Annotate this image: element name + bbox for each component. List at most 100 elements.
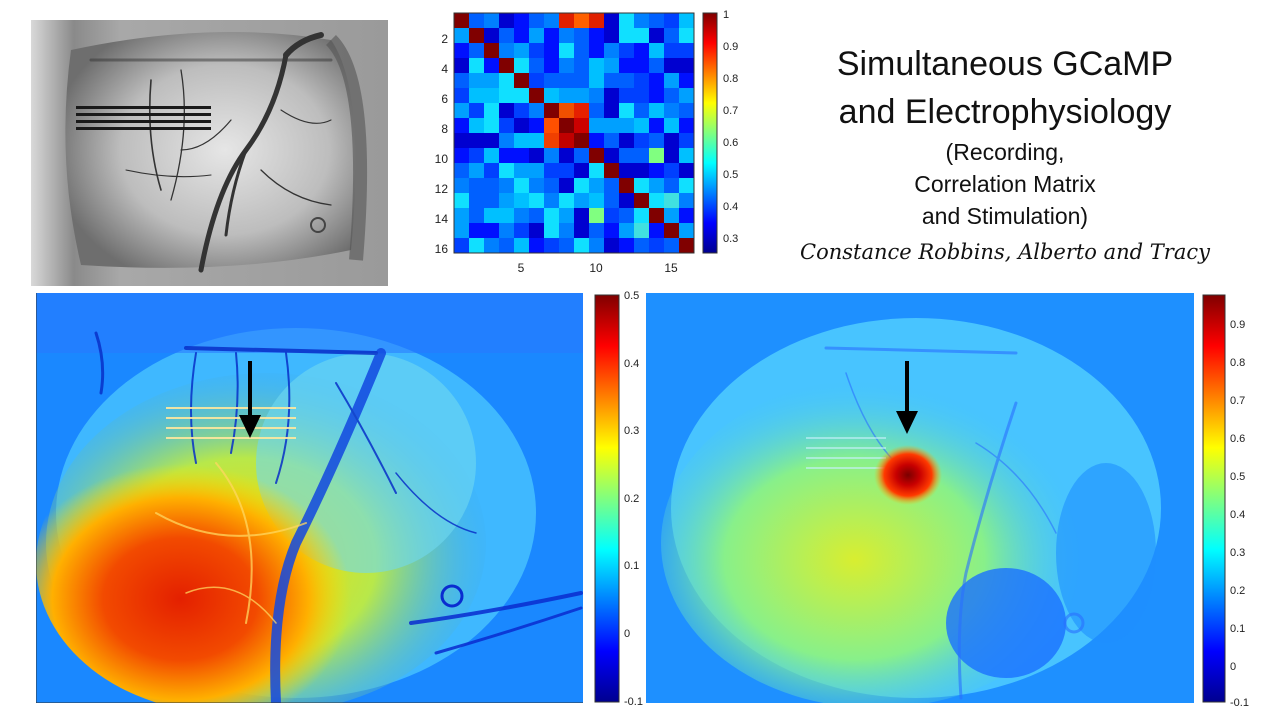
matrix-cell (544, 103, 559, 118)
matrix-cell (559, 103, 574, 118)
matrix-cell (619, 103, 634, 118)
colorbar-tick-label: 0.7 (723, 105, 738, 117)
matrix-cell (469, 88, 484, 103)
matrix-cell (529, 193, 544, 208)
matrix-cell (484, 223, 499, 238)
matrix-cell (574, 178, 589, 193)
x-tick-label: 10 (589, 261, 603, 275)
matrix-cell (649, 103, 664, 118)
title-line-2: and Electrophysiology (838, 93, 1172, 131)
matrix-cell (469, 118, 484, 133)
matrix-cell (469, 208, 484, 223)
matrix-cell (499, 178, 514, 193)
matrix-cell (544, 208, 559, 223)
matrix-cell (649, 88, 664, 103)
matrix-cell (454, 43, 469, 58)
matrix-cell (679, 178, 694, 193)
matrix-cell (589, 238, 604, 253)
matrix-cell (559, 118, 574, 133)
matrix-cell (679, 208, 694, 223)
matrix-cell (514, 163, 529, 178)
matrix-cell (649, 133, 664, 148)
matrix-cell (619, 178, 634, 193)
recording-map-image (36, 293, 583, 703)
matrix-cell (544, 163, 559, 178)
matrix-cell (499, 238, 514, 253)
matrix-cell (649, 118, 664, 133)
stimulation-map-image (646, 293, 1194, 703)
matrix-cell (469, 223, 484, 238)
matrix-cell (484, 43, 499, 58)
matrix-cell (664, 223, 679, 238)
matrix-cell (604, 133, 619, 148)
matrix-cell (664, 43, 679, 58)
matrix-cell (454, 163, 469, 178)
matrix-cell (634, 163, 649, 178)
matrix-cell (499, 118, 514, 133)
matrix-cell (574, 208, 589, 223)
matrix-cell (544, 238, 559, 253)
matrix-cell (589, 163, 604, 178)
matrix-cell (664, 148, 679, 163)
matrix-cell (454, 133, 469, 148)
matrix-cell (484, 58, 499, 73)
matrix-cell (604, 58, 619, 73)
subtitle-line-3: and Stimulation) (921, 203, 1089, 229)
matrix-cell (679, 103, 694, 118)
matrix-cell (679, 28, 694, 43)
matrix-cell (499, 88, 514, 103)
matrix-cell (514, 28, 529, 43)
matrix-cell (469, 238, 484, 253)
matrix-cell (589, 118, 604, 133)
matrix-cell (559, 73, 574, 88)
x-tick-label: 5 (518, 261, 525, 275)
matrix-cell (619, 28, 634, 43)
colorbar-tick-label: 0.8 (1230, 357, 1245, 369)
matrix-cell (649, 58, 664, 73)
matrix-cell (604, 148, 619, 163)
y-tick-label: 2 (441, 32, 448, 46)
matrix-cell (649, 13, 664, 28)
cortex-photo (31, 20, 388, 286)
matrix-cell (454, 238, 469, 253)
matrix-cell (619, 163, 634, 178)
matrix-cell (634, 133, 649, 148)
matrix-cell (529, 73, 544, 88)
matrix-cell (619, 43, 634, 58)
recording-colorbar-gradient (594, 294, 620, 703)
matrix-cell (454, 103, 469, 118)
matrix-cell (604, 223, 619, 238)
matrix-cell (529, 13, 544, 28)
colorbar-tick-label: -0.1 (1230, 697, 1249, 709)
matrix-cell (619, 148, 634, 163)
matrix-cell (649, 193, 664, 208)
matrix-cell (469, 178, 484, 193)
y-tick-label: 14 (435, 212, 449, 226)
matrix-cell (634, 223, 649, 238)
matrix-cell (604, 43, 619, 58)
colorbar-tick-label: 0.3 (1230, 547, 1245, 559)
matrix-cell (499, 73, 514, 88)
colorbar-tick-label: 0.9 (723, 41, 738, 53)
y-tick-label: 4 (441, 62, 448, 76)
matrix-cell (544, 118, 559, 133)
colorbar-tick-label: 0.7 (1230, 395, 1245, 407)
matrix-cell (574, 103, 589, 118)
matrix-cell (469, 73, 484, 88)
matrix-cell (679, 58, 694, 73)
matrix-cell (589, 13, 604, 28)
matrix-cell (679, 238, 694, 253)
matrix-cell (559, 208, 574, 223)
matrix-x-ticks: 5 10 15 (518, 261, 678, 275)
matrix-cell (559, 148, 574, 163)
matrix-cell (559, 238, 574, 253)
matrix-cell (484, 178, 499, 193)
matrix-cell (664, 13, 679, 28)
matrix-cell (514, 133, 529, 148)
stimulation-colorbar-gradient (1202, 294, 1226, 703)
matrix-cell (514, 103, 529, 118)
matrix-cell (574, 13, 589, 28)
matrix-cell (499, 13, 514, 28)
matrix-cell (514, 58, 529, 73)
matrix-cell (619, 58, 634, 73)
